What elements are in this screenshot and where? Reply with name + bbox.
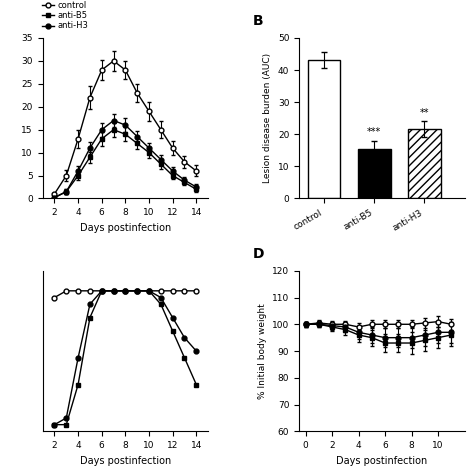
Text: ***: *** <box>367 128 382 137</box>
Bar <box>408 129 441 199</box>
Bar <box>358 149 391 199</box>
Text: D: D <box>253 247 264 261</box>
Text: B: B <box>253 14 264 28</box>
X-axis label: Days postinfection: Days postinfection <box>80 456 171 465</box>
Text: **: ** <box>419 108 429 118</box>
Bar <box>308 60 340 199</box>
X-axis label: Days postinfection: Days postinfection <box>80 223 171 233</box>
X-axis label: Days postinfection: Days postinfection <box>336 456 428 465</box>
Legend: control, anti-B5, anti-H3: control, anti-B5, anti-H3 <box>38 0 92 34</box>
Y-axis label: % Initial body weight: % Initial body weight <box>257 303 266 399</box>
Y-axis label: Lesion disease burden (AUC): Lesion disease burden (AUC) <box>263 53 272 183</box>
